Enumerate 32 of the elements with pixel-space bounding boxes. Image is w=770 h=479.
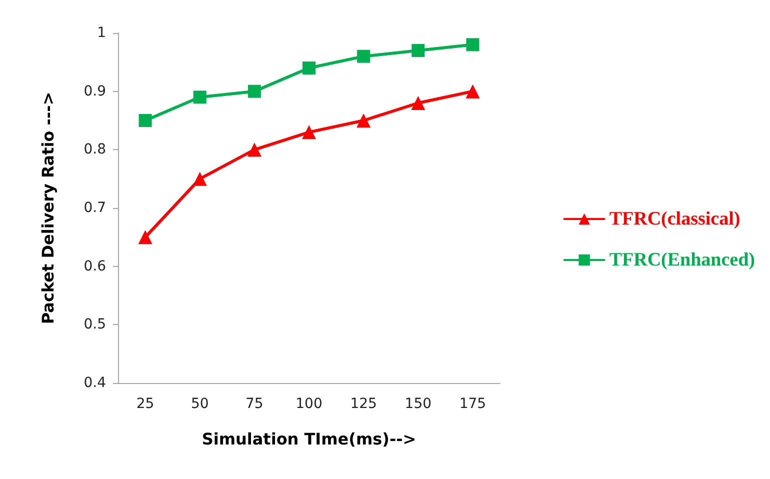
point bbox=[138, 230, 152, 244]
point bbox=[466, 84, 480, 98]
point bbox=[411, 96, 426, 110]
point bbox=[302, 125, 316, 140]
x-tick-label: 150 bbox=[404, 396, 432, 412]
x-tick-label: 100 bbox=[296, 396, 322, 412]
x-tick-label: 25 bbox=[136, 396, 154, 412]
point bbox=[356, 114, 371, 128]
y-tick-label: 0.5 bbox=[84, 316, 106, 333]
x-tick-label: 50 bbox=[190, 396, 209, 412]
x-axis-title: Simulation TIme(ms)--> bbox=[202, 430, 416, 448]
legend-label: TFRC(Enhanced) bbox=[609, 250, 756, 270]
y-tick-label: 0.7 bbox=[84, 200, 106, 216]
point bbox=[247, 142, 262, 157]
legend-label: TFRC(classical) bbox=[609, 208, 740, 230]
y-tick-label: 0.9 bbox=[84, 83, 106, 100]
y-tick-label: 0.8 bbox=[84, 142, 106, 158]
y-axis-title: Packet Delivery Ratio ---> bbox=[38, 92, 58, 324]
point bbox=[357, 50, 370, 63]
point bbox=[248, 84, 261, 98]
point bbox=[193, 90, 206, 104]
y-tick-label: 0.6 bbox=[84, 258, 106, 274]
y-tick-label: 0.4 bbox=[84, 375, 106, 391]
x-tick-label: 175 bbox=[459, 396, 486, 412]
point bbox=[192, 172, 207, 186]
point bbox=[138, 114, 152, 127]
point bbox=[466, 38, 480, 52]
point bbox=[302, 62, 316, 74]
x-tick-label: 75 bbox=[246, 396, 264, 412]
y-tick-label: 1 bbox=[97, 25, 106, 41]
point bbox=[412, 44, 425, 57]
x-tick-label: 125 bbox=[350, 396, 377, 412]
